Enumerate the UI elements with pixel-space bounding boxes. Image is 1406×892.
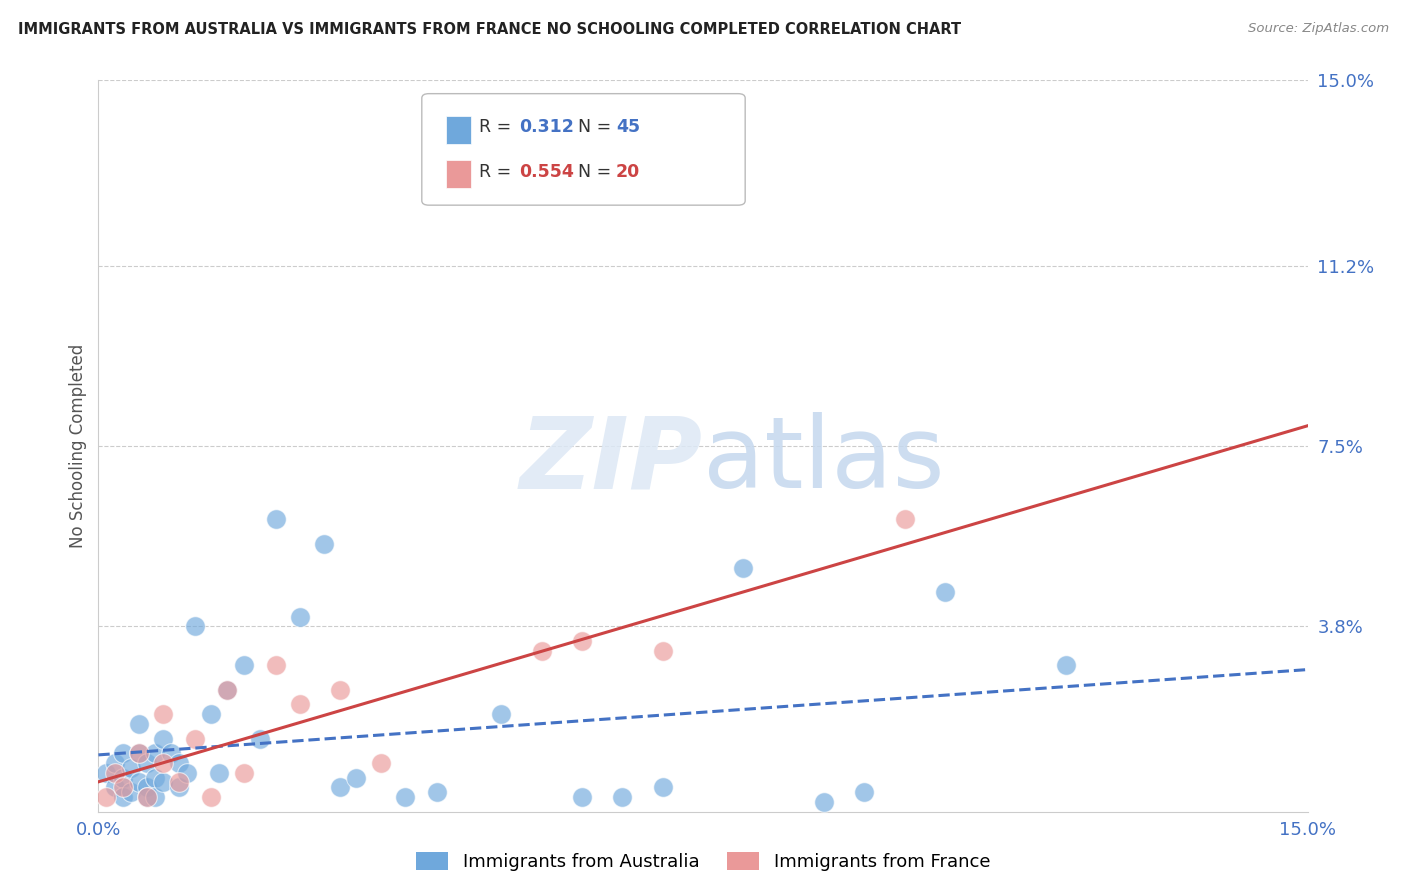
Point [249, 731, 271, 746]
Point [571, 634, 593, 648]
Text: N =: N = [567, 118, 616, 136]
Text: IMMIGRANTS FROM AUSTRALIA VS IMMIGRANTS FROM FRANCE NO SCHOOLING COMPLETED CORRE: IMMIGRANTS FROM AUSTRALIA VS IMMIGRANTS … [18, 22, 962, 37]
Point [135, 790, 157, 805]
Point [232, 658, 254, 673]
Point [232, 765, 254, 780]
Text: 45: 45 [616, 118, 640, 136]
Point [143, 771, 166, 785]
Point [128, 775, 150, 789]
Point [111, 790, 134, 805]
Point [103, 756, 125, 770]
Point [103, 780, 125, 795]
Point [184, 731, 207, 746]
Point [135, 780, 157, 795]
Text: 0.312: 0.312 [519, 118, 574, 136]
Point [200, 707, 222, 722]
Point [853, 785, 876, 799]
Point [1054, 658, 1077, 673]
Point [128, 717, 150, 731]
Point [135, 756, 157, 770]
Point [813, 795, 835, 809]
Text: atlas: atlas [703, 412, 945, 509]
Point [893, 512, 915, 526]
Point [111, 746, 134, 760]
Point [167, 775, 190, 789]
Point [128, 746, 150, 760]
Point [571, 790, 593, 805]
Point [733, 561, 755, 575]
Point [96, 765, 118, 780]
Point [176, 765, 198, 780]
Point [329, 682, 352, 697]
Point [934, 585, 956, 599]
Point [200, 790, 222, 805]
Point [217, 682, 239, 697]
Text: 0.554: 0.554 [519, 163, 574, 181]
Point [329, 780, 352, 795]
Point [167, 756, 190, 770]
Point [491, 707, 513, 722]
Point [152, 775, 174, 789]
Point [103, 765, 125, 780]
Point [264, 512, 287, 526]
Point [143, 746, 166, 760]
Text: 20: 20 [616, 163, 640, 181]
Point [288, 698, 311, 712]
Point [208, 765, 231, 780]
Point [651, 780, 673, 795]
Point [120, 785, 142, 799]
Point [651, 644, 673, 658]
Point [217, 682, 239, 697]
Point [612, 790, 634, 805]
Text: ZIP: ZIP [520, 412, 703, 509]
Point [135, 790, 157, 805]
Point [314, 536, 336, 550]
Text: N =: N = [567, 163, 616, 181]
Point [152, 707, 174, 722]
Point [370, 756, 392, 770]
Text: R =: R = [479, 163, 517, 181]
Text: Source: ZipAtlas.com: Source: ZipAtlas.com [1249, 22, 1389, 36]
Point [143, 790, 166, 805]
Point [184, 619, 207, 633]
Point [111, 780, 134, 795]
Point [128, 746, 150, 760]
Point [426, 785, 449, 799]
Point [344, 771, 367, 785]
Point [120, 761, 142, 775]
Y-axis label: No Schooling Completed: No Schooling Completed [69, 344, 87, 548]
Point [288, 609, 311, 624]
Point [160, 746, 183, 760]
Point [394, 790, 416, 805]
Point [96, 790, 118, 805]
Text: R =: R = [479, 118, 517, 136]
Point [111, 771, 134, 785]
Point [264, 658, 287, 673]
Point [152, 756, 174, 770]
Point [167, 780, 190, 795]
Point [152, 731, 174, 746]
Legend: Immigrants from Australia, Immigrants from France: Immigrants from Australia, Immigrants fr… [409, 845, 997, 879]
Point [530, 644, 553, 658]
